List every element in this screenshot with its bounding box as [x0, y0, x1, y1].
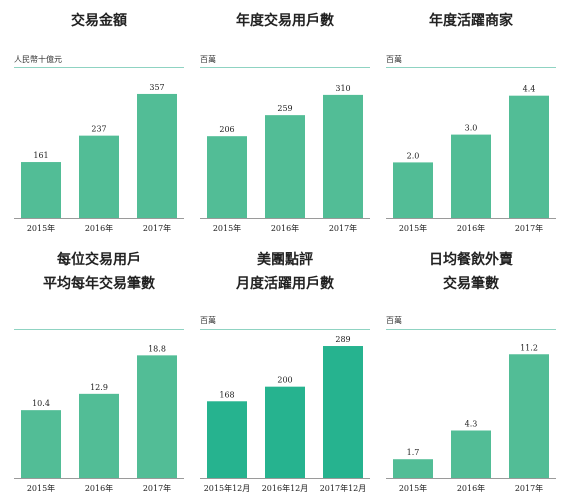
- data-label: 4.4: [523, 85, 536, 94]
- chart-title-line: 美團點評: [257, 252, 313, 268]
- bar: [265, 115, 305, 218]
- bar-chart: 206 2015年 259 2016年 310 2017年: [200, 84, 370, 233]
- x-tick-label: 2016年12月: [262, 483, 309, 493]
- chart-title: 交易金額: [14, 9, 184, 33]
- data-label: 11.2: [520, 343, 538, 352]
- chart-panel-daily-food-delivery-transactions: 日均餐飲外賣 交易筆數 百萬 1.7 2015年 4.3 2016年 11.2 2017年: [386, 248, 556, 500]
- unit-label: 百萬: [200, 316, 216, 325]
- data-label: 237: [91, 125, 106, 134]
- bar: [509, 95, 549, 218]
- chart-title-line: 交易筆數: [443, 276, 499, 292]
- bar-chart: 10.4 2015年 12.9 2016年 18.8 2017年: [14, 344, 184, 493]
- bar: [323, 94, 363, 218]
- chart-title-line: 每位交易用戶: [57, 252, 141, 268]
- x-tick-label: 2016年: [457, 483, 485, 493]
- x-tick-label: 2016年: [271, 223, 299, 233]
- bar: [137, 93, 177, 218]
- x-tick-label: 2017年: [143, 223, 171, 233]
- chart-title-line: 日均餐飲外賣: [429, 252, 513, 268]
- data-label: 357: [149, 83, 164, 92]
- chart-title-line: 年度交易用戶數: [236, 13, 334, 29]
- bar: [451, 134, 491, 218]
- bar: [451, 430, 491, 478]
- bar: [323, 346, 363, 478]
- chart-panel-monthly-active-users: 美團點評 月度活躍用戶數 百萬 168 2015年12月 200 2016年12月 28…: [200, 248, 370, 500]
- x-tick-label: 2016年: [457, 223, 485, 233]
- bar-chart: 1.7 2015年 4.3 2016年 11.2 2017年: [386, 343, 556, 493]
- x-tick-label: 2017年: [143, 483, 171, 493]
- header-rule: [14, 329, 184, 330]
- chart-title-line: 平均每年交易筆數: [43, 276, 155, 292]
- header-rule: [14, 67, 184, 68]
- x-tick-label: 2015年: [399, 223, 427, 233]
- header-rule: [200, 329, 370, 330]
- chart-panel-transactions-per-user: 每位交易用戶 平均每年交易筆數 10.4 2015年 12.9 2016年 18.8 20…: [14, 248, 184, 500]
- data-label: 18.8: [148, 344, 166, 353]
- chart-panel-transaction-amount: 交易金額 人民幣十億元 161 2015年 237 2016年 357 2017年: [14, 0, 184, 240]
- data-label: 289: [335, 335, 350, 344]
- chart-title: 年度交易用戶數: [200, 9, 370, 33]
- bar: [79, 393, 119, 478]
- x-tick-label: 2017年: [329, 223, 357, 233]
- bar-chart: 2.0 2015年 3.0 2016年 4.4 2017年: [386, 85, 556, 233]
- data-label: 4.3: [465, 419, 478, 428]
- header-rule: [200, 67, 370, 68]
- x-tick-label: 2015年: [399, 483, 427, 493]
- chart-title-line: 年度活躍商家: [429, 13, 513, 29]
- bar: [21, 162, 61, 218]
- bar-chart: 161 2015年 237 2016年 357 2017年: [14, 83, 184, 233]
- x-tick-label: 2016年: [85, 223, 113, 233]
- bar: [79, 135, 119, 218]
- chart-panel-annual-transacting-users: 年度交易用戶數 百萬 206 2015年 259 2016年 310 2017年: [200, 0, 370, 240]
- data-label: 3.0: [465, 124, 478, 133]
- bar: [21, 410, 61, 478]
- header-rule: [386, 67, 556, 68]
- x-tick-label: 2015年: [27, 483, 55, 493]
- data-label: 200: [277, 376, 292, 385]
- bar: [207, 136, 247, 218]
- bar-chart: 168 2015年12月 200 2016年12月 289 2017年12月: [200, 335, 370, 493]
- chart-title: 美團點評 月度活躍用戶數: [200, 248, 370, 296]
- unit-label: 百萬: [200, 55, 216, 64]
- header-rule: [386, 329, 556, 330]
- bar: [265, 386, 305, 478]
- data-label: 310: [335, 84, 350, 93]
- unit-label: 人民幣十億元: [14, 55, 62, 64]
- chart-panel-annual-active-merchants: 年度活躍商家 百萬 2.0 2015年 3.0 2016年 4.4 2017年: [386, 0, 556, 240]
- chart-title-line: 交易金額: [71, 13, 127, 29]
- data-label: 259: [277, 104, 292, 113]
- x-tick-label: 2015年: [27, 223, 55, 233]
- chart-title: 年度活躍商家: [386, 9, 556, 33]
- chart-title-line: 月度活躍用戶數: [236, 276, 334, 292]
- x-tick-label: 2015年12月: [204, 483, 251, 493]
- data-label: 161: [33, 151, 48, 160]
- x-tick-label: 2015年: [213, 223, 241, 233]
- unit-label: 百萬: [386, 55, 402, 64]
- x-tick-label: 2017年: [515, 483, 543, 493]
- unit-label: 百萬: [386, 316, 402, 325]
- chart-title: 日均餐飲外賣 交易筆數: [386, 248, 556, 296]
- bar: [393, 162, 433, 218]
- data-label: 168: [219, 390, 234, 399]
- bar: [137, 355, 177, 478]
- x-tick-label: 2016年: [85, 483, 113, 493]
- x-tick-label: 2017年: [515, 223, 543, 233]
- bar: [393, 459, 433, 478]
- data-label: 206: [219, 125, 234, 134]
- bar: [509, 354, 549, 478]
- bar: [207, 401, 247, 478]
- data-label: 1.7: [407, 448, 420, 457]
- x-tick-label: 2017年12月: [320, 483, 367, 493]
- data-label: 10.4: [32, 399, 50, 408]
- data-label: 2.0: [407, 151, 420, 160]
- data-label: 12.9: [90, 383, 108, 392]
- chart-title: 每位交易用戶 平均每年交易筆數: [14, 248, 184, 296]
